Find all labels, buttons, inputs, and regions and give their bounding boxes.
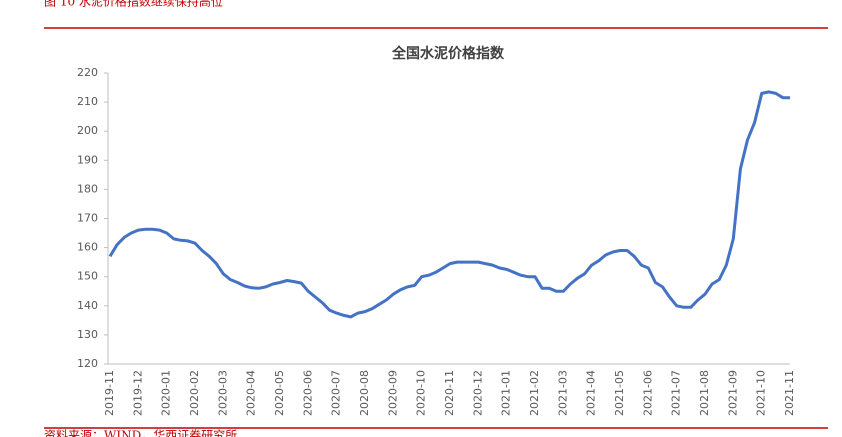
data-line xyxy=(108,90,790,319)
y-tick-label: 220 xyxy=(77,66,98,79)
x-tick-label: 2021-04 xyxy=(585,370,598,416)
x-tick-label: 2021-10 xyxy=(755,370,768,416)
y-tick-label: 150 xyxy=(77,270,98,283)
y-tick-label: 180 xyxy=(77,182,98,195)
chart-title: 全国水泥价格指数 xyxy=(391,45,505,62)
y-tick-label: 210 xyxy=(77,95,98,108)
x-tick-label: 2020-11 xyxy=(443,370,456,416)
x-tick-label: 2020-05 xyxy=(273,370,286,416)
y-tick-label: 170 xyxy=(77,212,98,225)
x-tick-label: 2020-04 xyxy=(245,370,258,416)
x-tick-label: 2020-08 xyxy=(358,370,371,416)
x-tick-label: 2020-07 xyxy=(330,370,343,416)
x-tick-label: 2021-05 xyxy=(613,370,626,416)
x-tick-label: 2021-03 xyxy=(556,370,569,416)
x-tick-label: 2019-11 xyxy=(103,370,116,416)
y-tick-label: 160 xyxy=(77,241,98,254)
x-tick-label: 2021-06 xyxy=(641,370,654,416)
x-tick-label: 2020-10 xyxy=(415,370,428,416)
x-tick-label: 2021-09 xyxy=(726,370,739,416)
x-tick-label: 2019-12 xyxy=(131,370,144,416)
x-tick-label: 2020-09 xyxy=(386,370,399,416)
y-tick-label: 190 xyxy=(77,153,98,166)
x-tick-label: 2020-03 xyxy=(216,370,229,416)
x-tick-label: 2021-07 xyxy=(670,370,683,416)
figure-caption: 图 10 水泥价格指数继续保持高位 xyxy=(44,0,223,9)
y-tick-label: 130 xyxy=(77,328,98,341)
y-tick-label: 200 xyxy=(77,124,98,137)
y-tick-label: 140 xyxy=(77,299,98,312)
x-tick-label: 2021-02 xyxy=(528,370,541,416)
y-tick-label: 120 xyxy=(77,357,98,370)
x-tick-label: 2020-12 xyxy=(471,370,484,416)
x-tick-label: 2021-01 xyxy=(500,370,513,416)
x-tick-label: 2020-02 xyxy=(188,370,201,416)
source-note: 资料来源：WIND，华西证券研究所 xyxy=(44,428,237,437)
x-tick-label: 2020-01 xyxy=(160,370,173,416)
x-tick-label: 2020-06 xyxy=(301,370,314,416)
x-tick-label: 2021-08 xyxy=(698,370,711,416)
x-tick-label: 2021-11 xyxy=(783,370,796,416)
